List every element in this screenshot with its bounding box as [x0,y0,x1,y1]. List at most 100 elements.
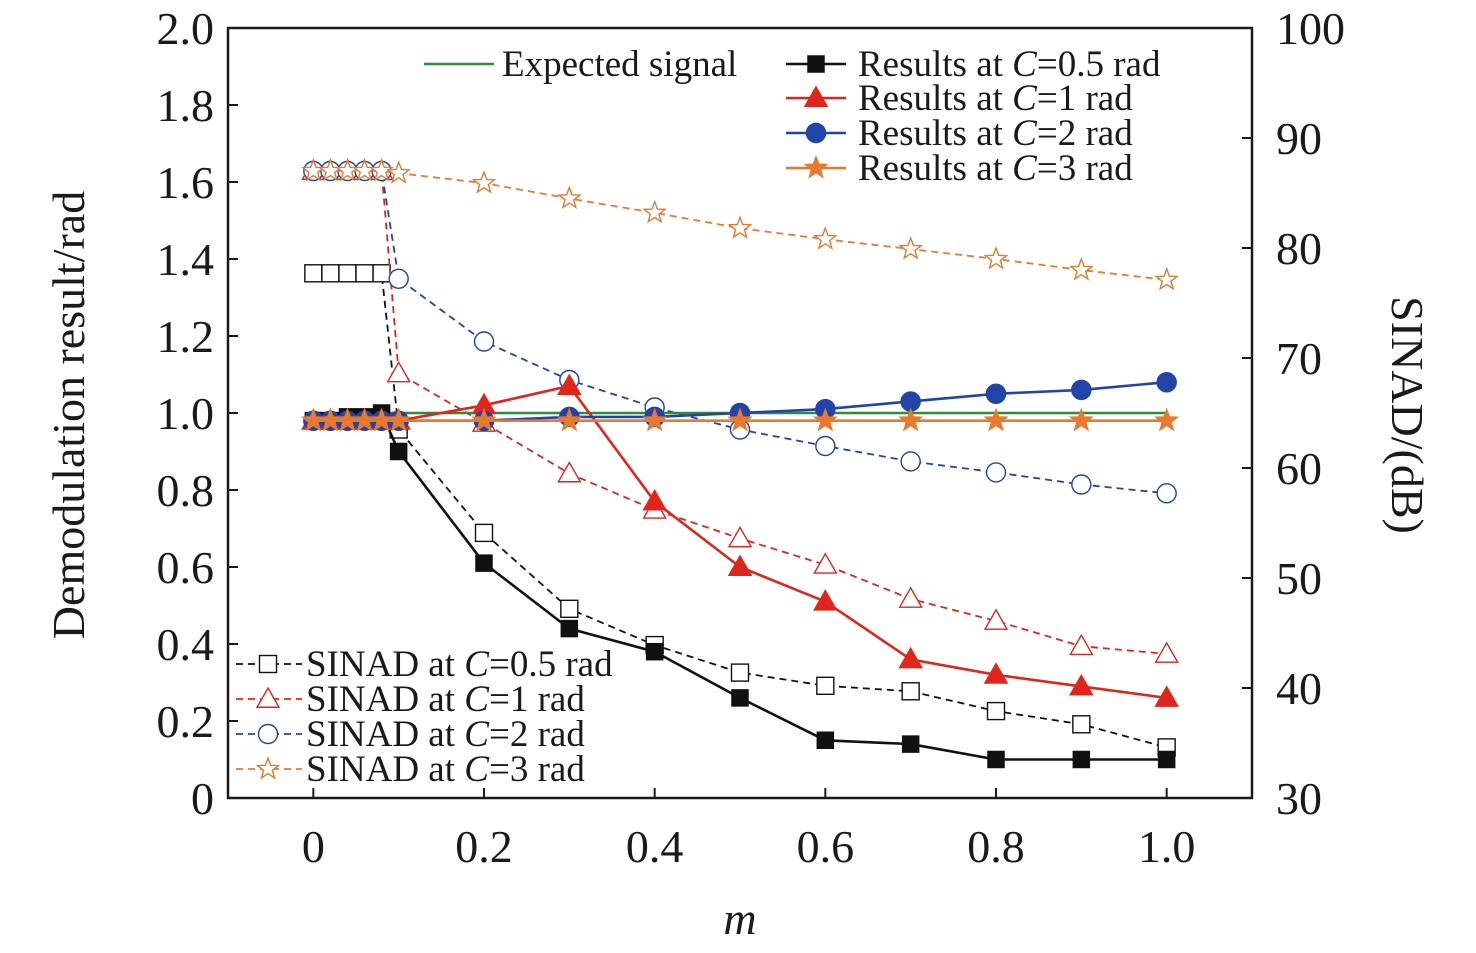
x-tick-label: 0.8 [967,821,1025,872]
data-point [727,407,753,432]
data-point [812,226,838,250]
data-point [1069,633,1094,656]
y-right-tick-label: 60 [1276,443,1322,494]
data-point [813,589,838,611]
data-point [727,525,753,548]
data-point [816,731,835,749]
data-point [986,701,1006,721]
legend-marker [255,755,281,780]
data-point [386,407,412,432]
data-point [1068,256,1094,281]
data-point [813,552,838,574]
y-axis-title-right: SINAD/(dB) [1382,296,1433,534]
y-right-tick-label: 50 [1276,553,1322,604]
data-point [898,586,923,608]
y-right-tick-label: 70 [1276,333,1322,384]
legend-label: SINAD at C=1 rad [306,679,585,720]
y-right-tick-label: 100 [1276,3,1345,54]
legend-marker [255,686,281,708]
data-point [816,676,835,695]
y-left-tick-label: 0.4 [157,619,215,670]
series-layer [300,157,1180,769]
legend-label: Results at C=0.5 rad [858,44,1161,85]
data-point [901,682,920,701]
y-right-tick-label: 90 [1276,113,1322,164]
data-point [645,642,664,661]
data-point [1154,266,1180,291]
y-left-tick-label: 1.0 [157,388,215,439]
y-left-tick-label: 0.6 [157,542,215,593]
data-point [727,215,753,239]
data-point [730,663,750,682]
data-point [557,373,582,396]
series-results-at-c-3-rad [300,407,1180,432]
y-right-tick-label: 80 [1276,223,1322,274]
data-point [898,407,924,432]
y-left-tick-label: 0 [191,773,214,824]
data-point [369,157,395,182]
y-right-tick-label: 30 [1276,773,1322,824]
data-point [900,451,921,472]
data-point [1072,750,1091,769]
data-point [355,264,374,283]
x-tick-label: 0.2 [455,821,513,872]
legend-marker [257,723,279,745]
data-point [338,264,357,283]
legend-marker [805,122,827,144]
legend-marker [807,55,825,73]
data-point [642,489,667,511]
data-point [1154,685,1179,707]
data-point [1069,673,1094,696]
x-tick-label: 0 [302,821,325,872]
x-tick-label: 0.4 [626,821,684,872]
legend-label: SINAD at C=2 rad [306,714,585,755]
data-point [1068,407,1094,432]
data-point [642,407,668,432]
legend-label: Results at C=3 rad [858,148,1133,189]
data-point [1154,641,1179,663]
y-left-tick-label: 1.6 [157,157,215,208]
data-point [983,245,1009,270]
axis-ticks: 0 0.2 0.4 0.6 0.8 1.0 0 0.2 0.4 0.6 0.8 1.0 1.2 1.4 1.… [157,3,1346,872]
y-left-tick-label: 1.8 [157,80,215,131]
data-point [985,462,1007,483]
legend-top-right: Expected signal Results at C=0.5 radResul… [424,44,1161,189]
x-tick-label: 1.0 [1138,821,1196,872]
data-point [983,608,1009,630]
y-left-tick-label: 0.8 [157,465,215,516]
y-right-tick-label: 40 [1276,663,1322,714]
data-point [560,599,579,618]
data-point [560,619,579,638]
data-point [475,554,493,572]
data-point [386,360,411,383]
data-point [304,264,323,283]
data-point [642,199,668,224]
data-point [1072,715,1091,734]
y-axis-title-left: Demodulation result/rad [43,191,94,639]
x-axis-title: m [723,893,756,944]
data-point [388,268,409,289]
data-point [556,407,582,432]
data-point [1156,483,1177,504]
y-left-tick-label: 1.4 [157,234,215,285]
data-point [898,646,923,669]
x-tick-label: 0.6 [797,821,855,872]
legend-layer: Expected signal Results at C=0.5 radResul… [236,44,1161,790]
legend-marker [803,154,829,179]
y-left-tick-label: 0.2 [157,696,215,747]
data-point [471,170,497,194]
data-point [898,236,924,260]
series-sinad-at-c-2-rad [303,160,1177,504]
legend-label: Results at C=1 rad [858,78,1133,119]
data-point [731,689,749,707]
data-point [386,160,412,184]
data-point [815,435,836,457]
legend-label: Results at C=2 rad [858,113,1133,154]
data-point [983,407,1009,432]
data-point [471,407,497,432]
legend-marker [258,654,278,674]
y-left-tick-label: 1.2 [157,311,215,362]
data-point [321,264,340,283]
legend-label: SINAD at C=3 rad [306,749,585,790]
